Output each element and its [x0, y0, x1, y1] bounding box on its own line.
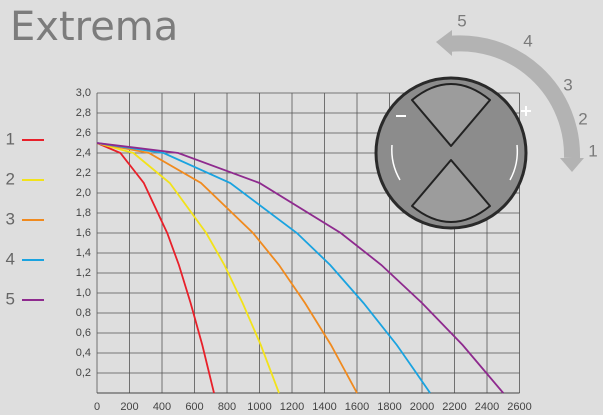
y-tick-label: 0,2: [76, 367, 91, 379]
y-tick-label: 1,2: [76, 267, 91, 279]
dial: 5 4 321: [374, 11, 598, 230]
y-tick-label: 2,8: [76, 107, 91, 119]
y-tick-label: 2,6: [76, 127, 91, 139]
legend-label: 1: [6, 129, 15, 148]
x-tick-label: 400: [153, 401, 171, 413]
y-tick-label: 0,4: [76, 347, 91, 359]
minus-button[interactable]: [411, 159, 491, 223]
series-line: [96, 142, 358, 394]
plot: 0,2 0,4 0,6 0,8 1,0 1,2 1,4 1,6 1,8 2,0 2,2 2,4 2,6 2…: [6, 87, 532, 413]
x-tick-label: 200: [120, 401, 138, 413]
x-tick-label: 800: [218, 401, 236, 413]
y-tick-label: 2,0: [76, 187, 91, 199]
arrow-icon: [509, 144, 519, 181]
x-tick-label: 1800: [377, 401, 401, 413]
x-tick-label: 0: [94, 401, 100, 413]
series-line: [96, 142, 504, 394]
y-tick-label: 2,2: [76, 167, 91, 179]
y-tick-label: 1,8: [76, 207, 91, 219]
chart-title: Extrema: [10, 4, 178, 50]
arrow-head: [436, 30, 452, 56]
dial-level: 2: [578, 109, 587, 128]
x-tick-label: 2200: [442, 401, 466, 413]
x-tick-label: 1000: [247, 401, 271, 413]
plus-button[interactable]: [411, 83, 491, 147]
x-tick-label: 1400: [312, 401, 336, 413]
x-tick-label: 2400: [475, 401, 499, 413]
y-tick-label: 3,0: [76, 87, 91, 99]
y-tick-label: 1,0: [76, 287, 91, 299]
x-tick-label: 600: [185, 401, 203, 413]
legend-label: 3: [6, 209, 15, 228]
dial-level: 3: [563, 75, 572, 94]
y-tick-label: 0,6: [76, 327, 91, 339]
y-tick-label: 2,4: [76, 147, 91, 159]
y-tick-label: 0,8: [76, 307, 91, 319]
x-tick-label: 2600: [507, 401, 531, 413]
legend-label: 5: [6, 289, 15, 308]
x-tick-label: 1200: [280, 401, 304, 413]
y-tick-label: 1,6: [76, 227, 91, 239]
legend-label: 2: [6, 169, 15, 188]
dial-level: 4: [523, 31, 532, 50]
legend-label: 4: [6, 249, 15, 268]
speed-arc: [447, 35, 581, 159]
plus-icon: [521, 106, 531, 116]
x-tick-label: 2000: [410, 401, 434, 413]
dial-level: 5: [457, 11, 466, 30]
series-line: [96, 142, 215, 394]
series-line: [96, 142, 280, 394]
dial-body: [374, 76, 528, 230]
dial-level: 1: [588, 141, 597, 160]
arrow-head: [560, 158, 584, 172]
x-tick-label: 1600: [345, 401, 369, 413]
arrow-icon: [391, 144, 401, 181]
series-line: [96, 142, 431, 394]
y-tick-label: 1,4: [76, 247, 91, 259]
